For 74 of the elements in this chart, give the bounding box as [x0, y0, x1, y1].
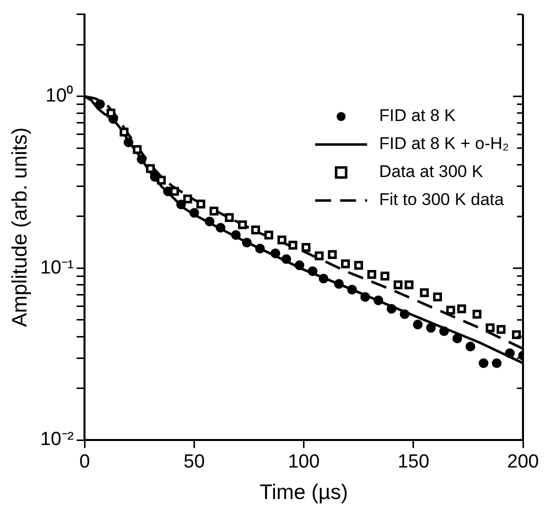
- point: [386, 304, 396, 314]
- point: [412, 320, 423, 330]
- point: [433, 292, 442, 302]
- point: [446, 306, 456, 315]
- legend-label: FID at 8 K + o-H₂: [379, 134, 509, 154]
- point: [404, 280, 414, 290]
- point: [334, 279, 344, 289]
- point: [512, 330, 521, 340]
- point: [231, 230, 241, 240]
- x-tick-label: 150: [398, 452, 430, 473]
- point: [255, 244, 265, 254]
- legend-label: Data at 300 K: [379, 162, 484, 182]
- point: [314, 251, 324, 260]
- point: [472, 310, 482, 319]
- point: [242, 238, 252, 248]
- point: [170, 186, 179, 196]
- point: [210, 206, 218, 216]
- point: [120, 128, 129, 136]
- point: [439, 326, 449, 336]
- point: [251, 225, 260, 234]
- point: [308, 266, 318, 276]
- point: [492, 358, 502, 368]
- point: [196, 200, 206, 209]
- point: [328, 250, 337, 260]
- point: [95, 99, 105, 110]
- point: [183, 194, 192, 204]
- point: [176, 200, 186, 210]
- point: [124, 138, 134, 148]
- y-tick-label: 10⁻²: [40, 429, 74, 450]
- point: [302, 243, 310, 252]
- point: [156, 176, 166, 185]
- point: [281, 254, 292, 264]
- point: [146, 164, 155, 174]
- point: [400, 309, 410, 320]
- point: [341, 259, 350, 268]
- y-axis-title: Amplitude (arb. units): [8, 127, 32, 327]
- point: [189, 208, 200, 218]
- legend-label: Fit to 300 K data: [379, 190, 504, 210]
- point: [354, 260, 364, 270]
- point: [486, 323, 495, 332]
- point: [270, 248, 280, 258]
- x-tick-label: 200: [507, 452, 539, 473]
- x-tick-label: 50: [184, 452, 205, 473]
- point: [264, 230, 274, 240]
- point: [426, 322, 436, 333]
- legend-label: FID at 8 K: [379, 106, 456, 126]
- point: [420, 288, 429, 298]
- point: [452, 334, 462, 344]
- point: [294, 260, 304, 270]
- point: [505, 348, 515, 358]
- y-tick-label: 10⁰: [46, 84, 74, 107]
- point: [367, 270, 376, 279]
- point: [457, 304, 466, 314]
- point: [318, 274, 328, 284]
- point: [277, 236, 286, 244]
- point: [216, 222, 226, 233]
- point: [360, 292, 370, 302]
- point: [204, 216, 214, 226]
- y-tick-label: 10⁻¹: [40, 257, 74, 278]
- point: [374, 295, 384, 306]
- point: [394, 280, 403, 290]
- point: [478, 358, 488, 368]
- point: [136, 154, 146, 164]
- x-tick-label: 0: [79, 452, 90, 473]
- point: [466, 342, 476, 352]
- point: [380, 272, 390, 280]
- x-tick-label: 100: [288, 452, 320, 473]
- point: [224, 213, 234, 222]
- point: [347, 284, 357, 295]
- point: [288, 240, 298, 250]
- x-axis-title: Time (µs): [260, 481, 348, 504]
- point: [132, 145, 142, 154]
- point: [238, 220, 247, 230]
- point: [496, 325, 506, 334]
